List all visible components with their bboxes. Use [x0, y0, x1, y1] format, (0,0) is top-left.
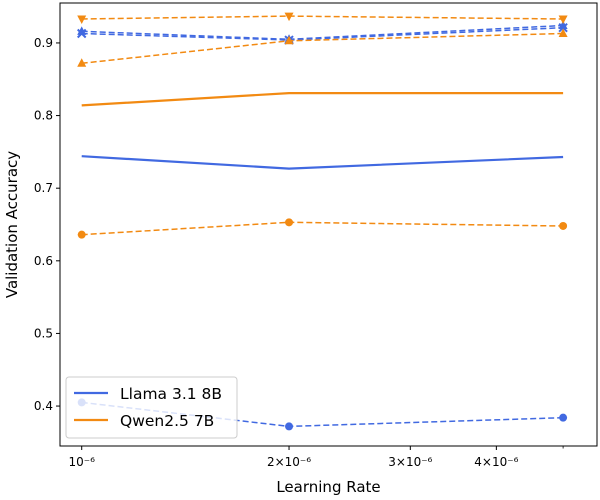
data-point-triangle-down — [558, 15, 568, 24]
series-line-qwen — [81, 15, 564, 20]
data-point-triangle-up — [558, 28, 568, 38]
data-point-x — [558, 22, 568, 33]
series-line-qwen — [81, 91, 564, 107]
y-axis-label: Validation Accuracy — [3, 151, 21, 298]
x-tick-label: 3×10⁻⁶ — [388, 455, 432, 469]
data-point-triangle-up — [284, 35, 294, 45]
x-axis-label: Learning Rate — [276, 478, 380, 496]
data-point-x — [76, 28, 87, 39]
series-layer — [76, 12, 568, 431]
x-axis-ticks: 10⁻⁶ 2×10⁻⁶ 3×10⁻⁶ 4×10⁻⁶ — [68, 446, 564, 469]
legend-label-llama: Llama 3.1 8B — [120, 385, 222, 403]
x-tick-label: 10⁻⁶ — [68, 455, 95, 469]
data-point-triangle-down — [77, 15, 87, 24]
series-line-qwen — [81, 221, 564, 236]
y-axis-ticks: 0.4 0.5 0.6 0.7 0.8 0.9 — [34, 36, 60, 413]
y-tick-label: 0.4 — [34, 399, 53, 413]
legend: Llama 3.1 8B Qwen2.5 7B — [65, 376, 238, 439]
series-line-llama — [81, 24, 564, 41]
data-point-circle — [285, 422, 294, 431]
y-tick-label: 0.7 — [34, 181, 53, 195]
y-tick-label: 0.6 — [34, 254, 53, 268]
legend-box — [65, 376, 238, 439]
x-tick-label: 4×10⁻⁶ — [474, 455, 518, 469]
legend-label-qwen: Qwen2.5 7B — [120, 412, 214, 430]
series-line-llama — [81, 155, 564, 170]
series-line-qwen — [81, 32, 564, 65]
data-point-triangle-up — [558, 20, 568, 30]
data-point-triangle-up — [77, 58, 87, 67]
data-point-circle — [559, 221, 568, 230]
data-point-triangle-down — [284, 12, 294, 22]
y-tick-label: 0.5 — [34, 326, 53, 340]
data-point-circle — [77, 230, 86, 239]
data-point-circle — [285, 218, 294, 227]
plot-frame — [59, 2, 598, 447]
y-tick-label: 0.8 — [34, 109, 53, 123]
x-tick-label: 2×10⁻⁶ — [267, 455, 311, 469]
data-point-circle — [559, 413, 568, 422]
data-point-triangle-up — [77, 26, 87, 35]
y-tick-label: 0.9 — [34, 36, 53, 50]
